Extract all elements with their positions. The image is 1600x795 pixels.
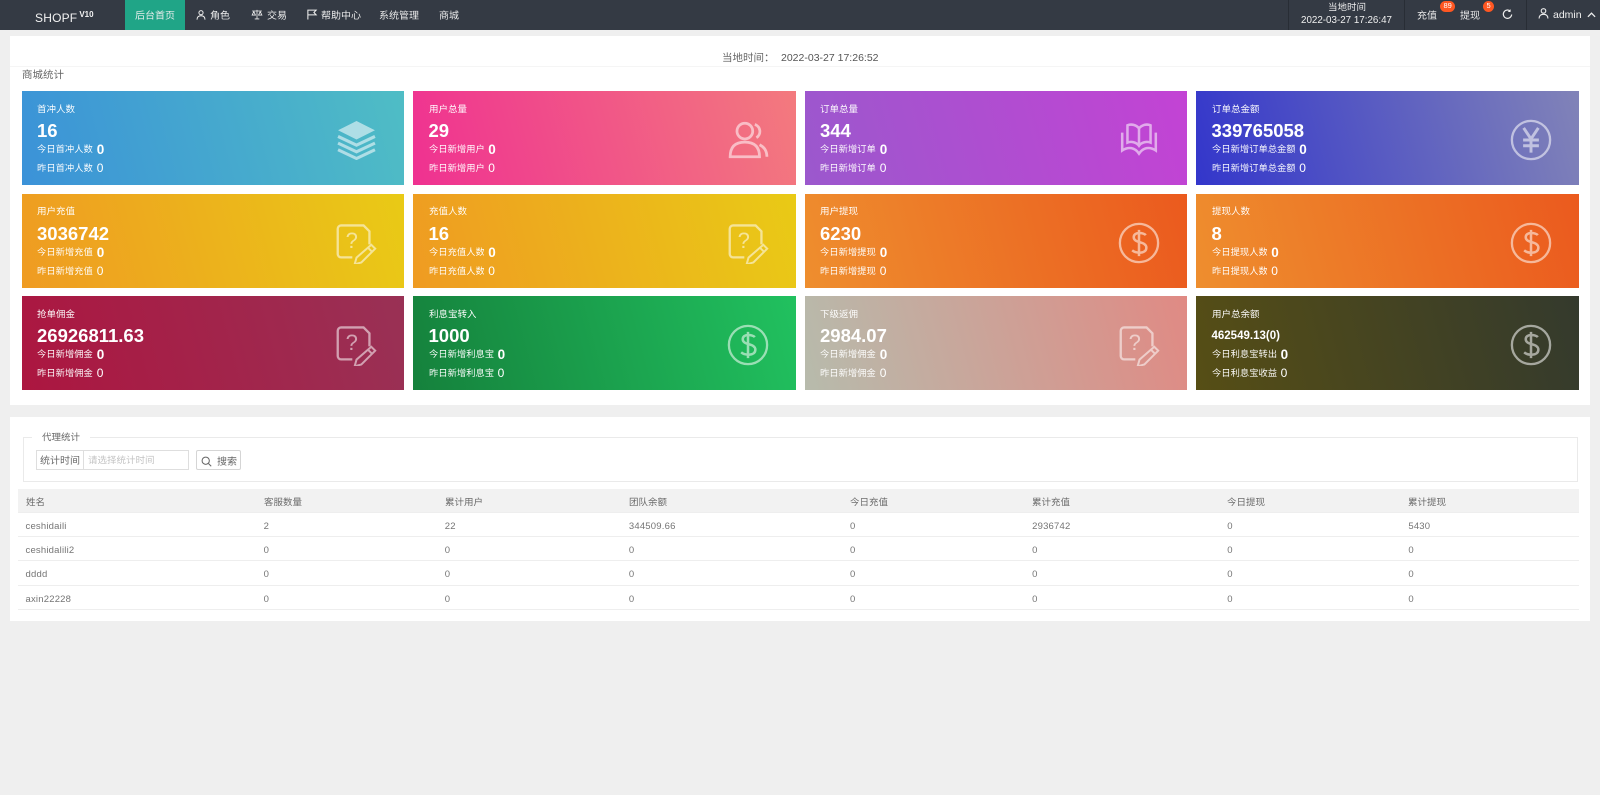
svg-text:?: ? [346, 228, 358, 253]
svg-text:?: ? [346, 330, 358, 355]
svg-text:?: ? [737, 228, 749, 253]
svg-text:?: ? [1129, 330, 1141, 355]
